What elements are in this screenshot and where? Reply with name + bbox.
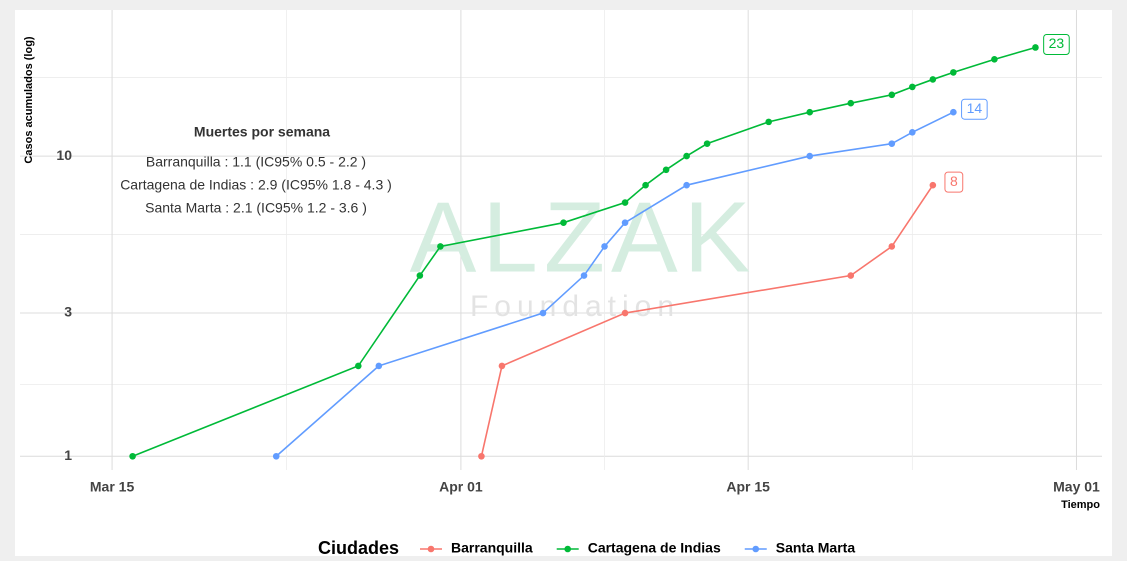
data-point (539, 309, 547, 317)
data-point (375, 362, 383, 370)
data-point (888, 140, 896, 147)
data-point (909, 128, 916, 136)
legend-label: Cartagena de Indias (588, 540, 721, 556)
y-tick-label: 10 (56, 147, 72, 163)
end-label-box (1043, 33, 1070, 55)
end-label-text: 8 (950, 173, 958, 189)
data-point (272, 452, 280, 460)
data-point (888, 243, 896, 250)
legend-label: Barranquilla (451, 540, 533, 556)
x-axis-title: Tiempo (1061, 499, 1100, 511)
end-label-text: 23 (1049, 35, 1065, 51)
data-point (806, 108, 814, 116)
end-label-box (944, 171, 964, 193)
end-label: 23 (1043, 33, 1070, 55)
data-point (1032, 44, 1039, 51)
y-axis-title: Casos acumulados (log) (23, 36, 35, 163)
x-tick-label: Mar 15 (90, 479, 135, 495)
data-point (909, 83, 916, 91)
data-point (478, 452, 485, 460)
series-line (480, 184, 934, 457)
data-point (991, 56, 998, 63)
y-tick-label: 1 (64, 447, 72, 463)
panel (15, 10, 1112, 556)
data-point (580, 272, 588, 279)
data-point (621, 199, 629, 206)
annotation-line: Santa Marta : 2.1 (IC95% 1.2 - 3.6 ) (145, 200, 367, 216)
data-point (888, 91, 896, 99)
data-point (683, 181, 690, 189)
annotation-title: Muertes por semana (194, 124, 330, 140)
legend-dot (427, 545, 435, 553)
data-point (416, 272, 424, 279)
data-point (662, 166, 670, 174)
legend-dot (752, 545, 760, 553)
legend-label: Santa Marta (776, 540, 856, 556)
end-label: 8 (944, 171, 964, 193)
data-point (642, 181, 649, 189)
data-point (765, 118, 772, 126)
data-point (437, 243, 444, 250)
data-point (929, 76, 937, 83)
data-point (621, 309, 629, 317)
legend-dot (564, 545, 572, 553)
data-point (847, 99, 855, 107)
data-point (929, 181, 937, 189)
annotation-line: Cartagena de Indias : 2.9 (IC95% 1.8 - 4… (120, 177, 392, 193)
data-point (355, 362, 362, 370)
x-tick-label: Apr 15 (726, 479, 770, 495)
data-point (847, 272, 855, 279)
data-point (498, 362, 506, 370)
y-tick-label: 3 (64, 304, 72, 320)
x-tick-label: Apr 01 (439, 479, 483, 495)
data-point (621, 219, 629, 226)
data-point (950, 69, 957, 76)
legend-title: Ciudades (318, 538, 399, 558)
data-point (950, 108, 957, 116)
end-label: 14 (961, 98, 988, 120)
data-point (703, 140, 711, 147)
end-label-text: 14 (967, 100, 983, 116)
x-tick-label: May 01 (1053, 479, 1100, 495)
data-point (806, 152, 814, 160)
grid (20, 10, 1102, 470)
annotation-line: Barranquilla : 1.1 (IC95% 0.5 - 2.2 ) (146, 154, 366, 170)
data-point (683, 152, 690, 160)
end-label-box (961, 98, 988, 120)
data-point (560, 219, 567, 226)
data-point (129, 452, 136, 460)
watermark-subtitle: Foundation (470, 290, 680, 323)
data-point (601, 243, 608, 250)
watermark-title: ALZAK (410, 181, 757, 293)
